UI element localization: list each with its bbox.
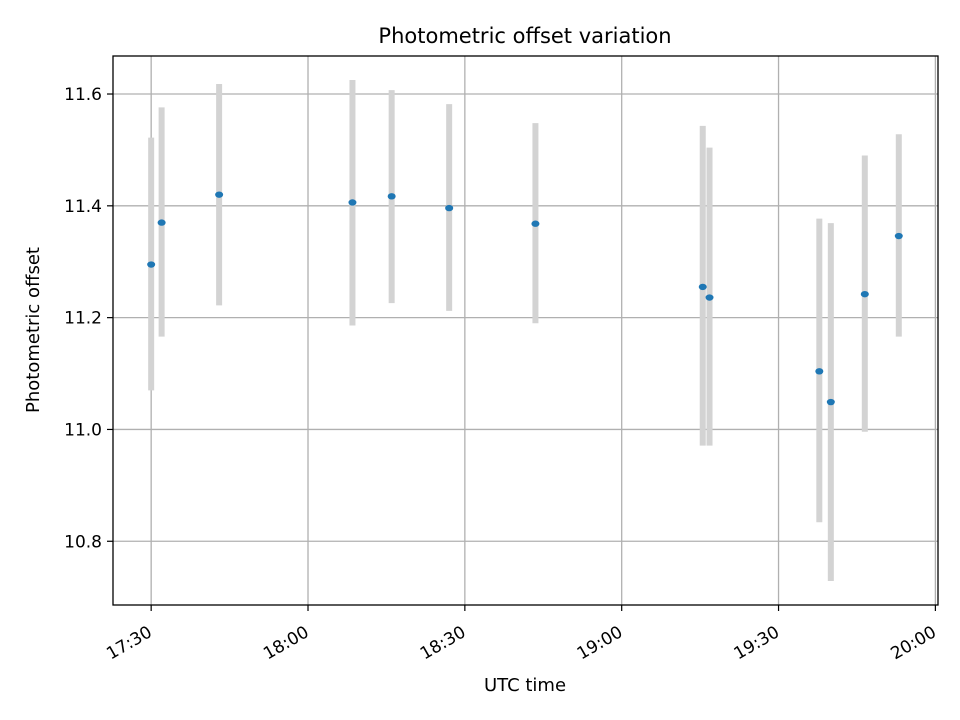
data-point bbox=[698, 283, 707, 291]
grid bbox=[113, 56, 938, 605]
y-axis-title: Photometric offset bbox=[23, 247, 44, 413]
data-point bbox=[894, 232, 903, 240]
data-point bbox=[157, 219, 166, 226]
y-tick-label: 11.0 bbox=[64, 420, 102, 440]
data-point bbox=[531, 220, 540, 227]
data-point bbox=[826, 398, 835, 406]
y-axis-ticks: 10.8 11.0 11.2 11.4 11.6 bbox=[64, 85, 113, 552]
data-point bbox=[445, 204, 454, 212]
data-point bbox=[215, 191, 224, 198]
y-tick-label: 11.4 bbox=[64, 197, 102, 217]
data-point bbox=[147, 261, 156, 268]
data-points bbox=[147, 191, 903, 406]
data-point bbox=[860, 290, 869, 298]
x-axis-title: UTC time bbox=[484, 675, 566, 696]
data-point bbox=[705, 294, 714, 301]
y-tick-label: 11.6 bbox=[64, 85, 102, 105]
data-point bbox=[348, 199, 357, 206]
y-tick-label: 10.8 bbox=[64, 532, 102, 552]
chart-title: Photometric offset variation bbox=[378, 24, 671, 48]
y-tick-label: 11.2 bbox=[64, 309, 102, 329]
plot-frame bbox=[112, 55, 939, 606]
data-point bbox=[815, 368, 824, 375]
data-point bbox=[387, 193, 396, 200]
